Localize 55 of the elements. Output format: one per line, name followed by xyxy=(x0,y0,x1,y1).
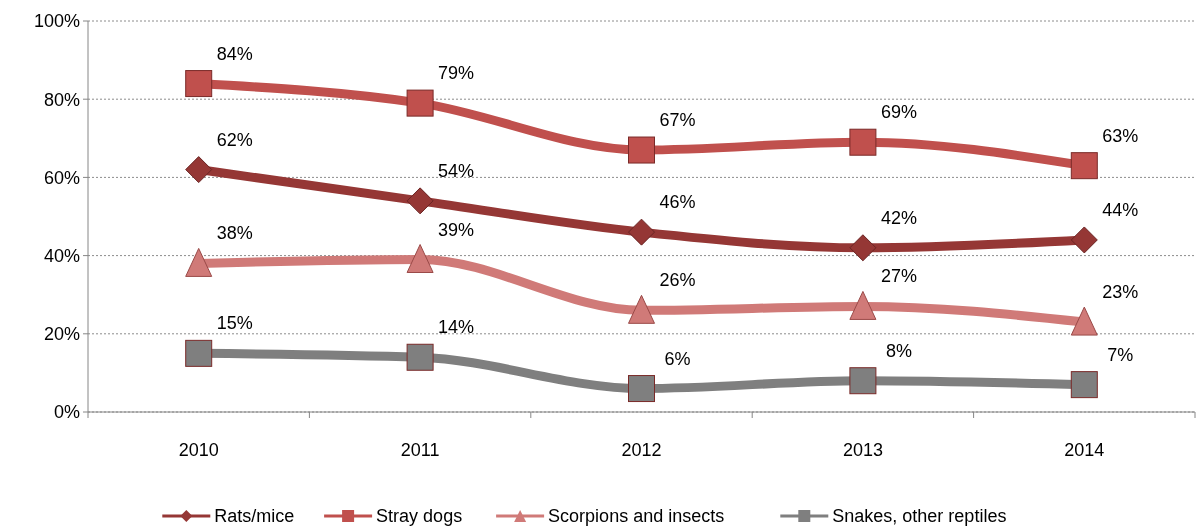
point xyxy=(628,375,655,403)
y-tick-label: 100% xyxy=(33,11,80,32)
data-label: 38% xyxy=(216,223,253,244)
data-label: 15% xyxy=(216,313,253,334)
data-label: 39% xyxy=(438,219,475,240)
x-tick-label: 2012 xyxy=(621,440,662,460)
x-tick-label: 2014 xyxy=(1064,440,1105,460)
data-label: 69% xyxy=(880,102,917,123)
legend-label: Rats/mice xyxy=(214,506,295,526)
data-label: 7% xyxy=(1107,344,1134,365)
x-tick-label: 2010 xyxy=(178,440,219,460)
y-tick-label: 60% xyxy=(43,167,80,188)
point xyxy=(849,128,877,156)
data-label: 44% xyxy=(1102,199,1139,220)
x-tick-label: 2013 xyxy=(842,440,883,460)
point xyxy=(185,70,213,98)
legend-label: Scorpions and insects xyxy=(548,506,725,526)
point xyxy=(1070,152,1098,180)
y-tick-label: 20% xyxy=(43,324,80,345)
data-label: 46% xyxy=(659,192,696,213)
x-tick-label: 2011 xyxy=(400,440,440,460)
data-label: 14% xyxy=(438,317,475,338)
data-label: 84% xyxy=(216,43,253,64)
data-label: 42% xyxy=(880,207,917,228)
point xyxy=(628,294,655,324)
y-tick-label: 80% xyxy=(43,89,80,110)
point xyxy=(849,290,877,320)
point xyxy=(406,343,434,371)
data-label: 79% xyxy=(438,63,475,84)
legend-label: Snakes, other reptiles xyxy=(832,506,1007,526)
legend-label: Stray dogs xyxy=(376,506,463,526)
data-label: 63% xyxy=(1102,125,1139,146)
data-label: 27% xyxy=(880,266,917,287)
point xyxy=(628,218,655,246)
point xyxy=(849,367,877,395)
point xyxy=(185,339,213,367)
point xyxy=(1070,226,1098,254)
data-label: 8% xyxy=(885,340,912,361)
point xyxy=(1070,306,1098,336)
data-label: 23% xyxy=(1102,282,1139,303)
y-tick-label: 40% xyxy=(43,245,80,266)
y-tick-label: 0% xyxy=(53,402,80,423)
point xyxy=(406,244,434,274)
data-label: 54% xyxy=(438,160,475,181)
point xyxy=(185,247,213,277)
data-label: 6% xyxy=(664,348,691,369)
point xyxy=(849,234,877,262)
point xyxy=(1070,371,1098,399)
data-label: 67% xyxy=(659,110,696,131)
data-label: 62% xyxy=(216,129,253,150)
point xyxy=(406,89,434,117)
data-label: 26% xyxy=(659,270,696,291)
point xyxy=(185,156,213,184)
point xyxy=(628,136,655,164)
point xyxy=(406,187,434,215)
